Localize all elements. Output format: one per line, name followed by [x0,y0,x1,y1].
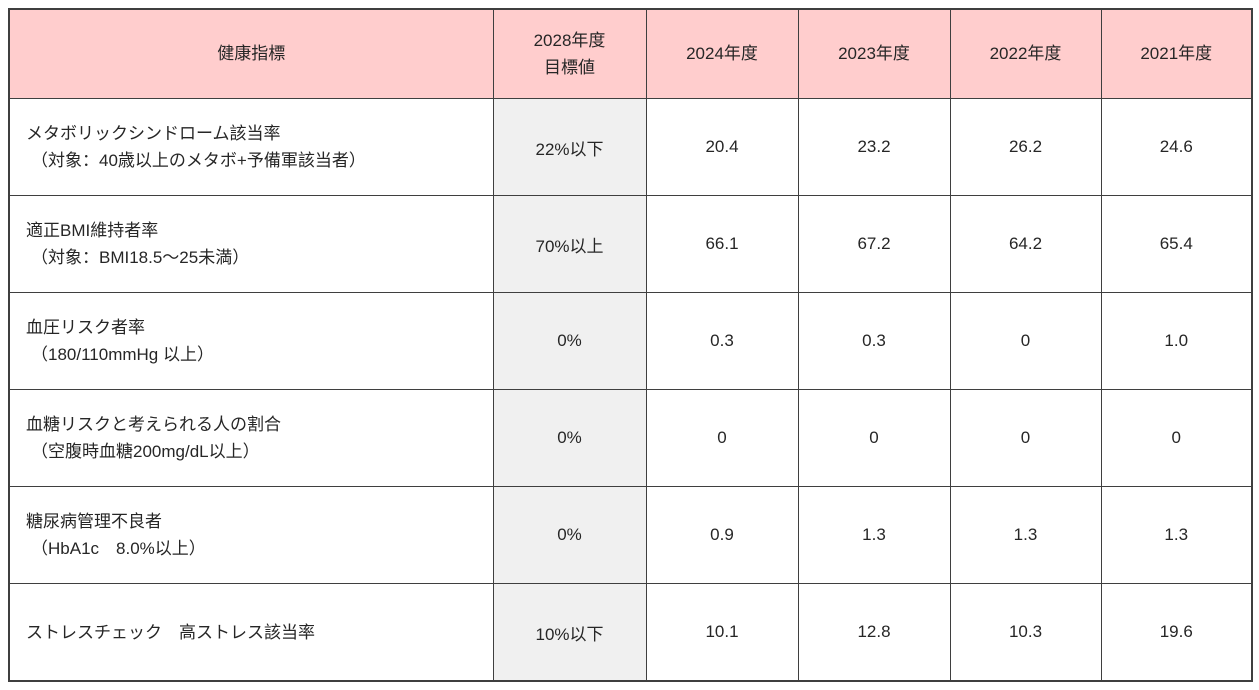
header-row: 健康指標 2028年度 目標値 2024年度 2023年度 2022年度 202… [8,8,1253,99]
indicator-label-line1: メタボリックシンドローム該当率 [26,124,281,143]
indicator-label-line1: 糖尿病管理不良者 [26,512,162,531]
value-cell-2022: 1.3 [949,486,1102,584]
value-cell-2024: 66.1 [645,195,799,293]
header-cell-year-2022: 2022年度 [949,8,1102,99]
value-cell-2021: 19.6 [1100,583,1253,682]
table-row-blood-glucose: 血糖リスクと考えられる人の割合 （空腹時血糖200mg/dL以上） 0% 0 0… [8,389,1253,487]
table-row-stress-check: ストレスチェック 高ストレス該当率 10%以下 10.1 12.8 10.3 1… [8,583,1253,682]
indicator-cell: メタボリックシンドローム該当率 （対象：40歳以上のメタボ+予備軍該当者） [8,98,494,196]
indicator-label-line2: （180/110mmHg 以上） [31,345,214,364]
value-cell-2021: 24.6 [1100,98,1253,196]
value-cell-2024: 0.9 [645,486,799,584]
header-cell-indicator: 健康指標 [8,8,494,99]
header-target-label-line1: 2028年度 [533,31,606,50]
header-indicator-label: 健康指標 [217,44,286,63]
header-cell-year-2023: 2023年度 [797,8,951,99]
value-cell-2021: 1.0 [1100,292,1253,390]
indicator-label-line1: ストレスチェック 高ストレス該当率 [26,622,315,642]
indicator-label-line1: 血糖リスクと考えられる人の割合 [26,415,281,434]
indicator-label-line2: （HbA1c 8.0%以上） [31,539,206,558]
value-cell-2021: 1.3 [1100,486,1253,584]
target-cell: 70%以上 [492,195,647,293]
table-row-diabetes: 糖尿病管理不良者 （HbA1c 8.0%以上） 0% 0.9 1.3 1.3 1… [8,486,1253,584]
value-cell-2022: 0 [949,389,1102,487]
value-cell-2023: 0 [797,389,951,487]
header-cell-year-2021: 2021年度 [1100,8,1253,99]
indicator-cell: 適正BMI維持者率 （対象：BMI18.5～25未満） [8,195,494,293]
table-row-bmi: 適正BMI維持者率 （対象：BMI18.5～25未満） 70%以上 66.1 6… [8,195,1253,293]
indicator-cell: 血圧リスク者率 （180/110mmHg 以上） [8,292,494,390]
target-cell: 0% [492,486,647,584]
table-row-blood-pressure: 血圧リスク者率 （180/110mmHg 以上） 0% 0.3 0.3 0 1.… [8,292,1253,390]
target-cell: 0% [492,389,647,487]
header-year-label: 2022年度 [989,44,1062,63]
header-target-label-line2: 目標値 [544,58,595,77]
table-row-metabolic-syndrome: メタボリックシンドローム該当率 （対象：40歳以上のメタボ+予備軍該当者） 22… [8,98,1253,196]
target-cell: 0% [492,292,647,390]
value-cell-2021: 65.4 [1100,195,1253,293]
indicator-label-line2: （対象：40歳以上のメタボ+予備軍該当者） [31,151,366,170]
indicator-label-line1: 適正BMI維持者率 [26,221,159,240]
header-cell-target: 2028年度 目標値 [492,8,647,99]
value-cell-2023: 23.2 [797,98,951,196]
value-cell-2022: 0 [949,292,1102,390]
indicator-cell: ストレスチェック 高ストレス該当率 [8,583,494,682]
target-cell: 22%以下 [492,98,647,196]
value-cell-2024: 20.4 [645,98,799,196]
indicator-cell: 血糖リスクと考えられる人の割合 （空腹時血糖200mg/dL以上） [8,389,494,487]
value-cell-2022: 10.3 [949,583,1102,682]
indicator-cell: 糖尿病管理不良者 （HbA1c 8.0%以上） [8,486,494,584]
value-cell-2023: 12.8 [797,583,951,682]
health-indicators-table: 健康指標 2028年度 目標値 2024年度 2023年度 2022年度 202… [8,8,1253,682]
value-cell-2022: 64.2 [949,195,1102,293]
indicator-label-line2: （対象：BMI18.5～25未満） [31,248,250,267]
indicator-label-line2: （空腹時血糖200mg/dL以上） [31,442,260,461]
value-cell-2023: 0.3 [797,292,951,390]
header-cell-year-2024: 2024年度 [645,8,799,99]
value-cell-2023: 1.3 [797,486,951,584]
value-cell-2023: 67.2 [797,195,951,293]
value-cell-2021: 0 [1100,389,1253,487]
value-cell-2024: 0.3 [645,292,799,390]
indicator-label-line1: 血圧リスク者率 [26,318,145,337]
value-cell-2024: 0 [645,389,799,487]
header-year-label: 2024年度 [686,44,758,63]
value-cell-2024: 10.1 [645,583,799,682]
target-cell: 10%以下 [492,583,647,682]
header-year-label: 2021年度 [1140,44,1213,63]
header-year-label: 2023年度 [838,44,910,63]
value-cell-2022: 26.2 [949,98,1102,196]
